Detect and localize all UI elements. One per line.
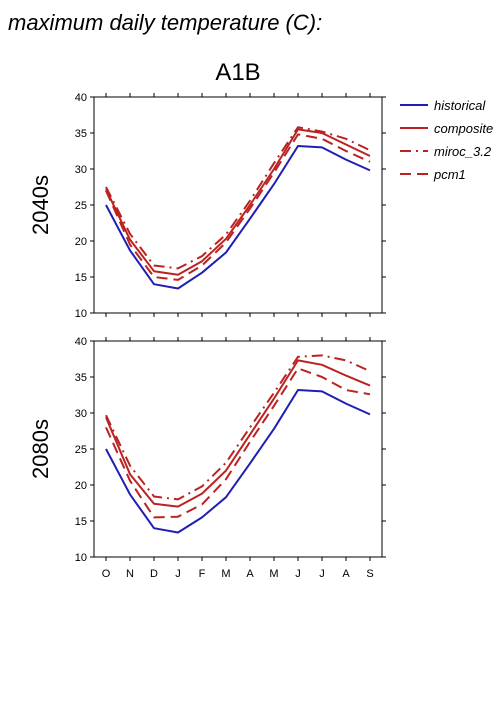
series-line-pcm1 bbox=[105, 367, 371, 519]
series-line-miroc_3.2 bbox=[105, 126, 371, 270]
panel-2040s: 10 15 20 25 30 35 40 2040s bbox=[28, 92, 386, 320]
x-tick-label: S bbox=[366, 568, 373, 580]
series-line-miroc_3.2 bbox=[105, 354, 371, 501]
x-tick-label: A bbox=[342, 568, 350, 580]
y-tick-label: 15 bbox=[75, 272, 87, 284]
y-tick-label: 25 bbox=[75, 200, 87, 212]
legend-label-historical: historical bbox=[434, 98, 486, 113]
figure-title: maximum daily temperature (C): bbox=[8, 10, 322, 35]
y-tick-label: 35 bbox=[75, 128, 87, 140]
x-tick-label: M bbox=[269, 568, 278, 580]
y-tick-label: 25 bbox=[75, 444, 87, 456]
x-tick-label: O bbox=[102, 568, 111, 580]
series-line-historical bbox=[105, 145, 371, 290]
y-tick-label: 30 bbox=[75, 164, 87, 176]
plot-frame bbox=[93, 96, 383, 314]
panel-2080s: 10 15 20 25 30 35 40 O N D J F M A M J J A S 2080s bbox=[28, 336, 386, 580]
y-tick-label: 40 bbox=[75, 92, 87, 104]
legend-label-pcm1: pcm1 bbox=[433, 167, 466, 182]
y-tick-label: 30 bbox=[75, 408, 87, 420]
x-tick-label: J bbox=[295, 568, 301, 580]
y-tick-label: 15 bbox=[75, 516, 87, 528]
x-tick-label: F bbox=[199, 568, 206, 580]
y-tick-label: 10 bbox=[75, 308, 87, 320]
y-axis-label: 2040s bbox=[28, 175, 53, 235]
scenario-title: A1B bbox=[215, 59, 260, 86]
series-line-composite bbox=[105, 359, 371, 508]
y-tick-label: 10 bbox=[75, 552, 87, 564]
x-tick-label: D bbox=[150, 568, 158, 580]
legend-label-composite: composite bbox=[434, 121, 493, 136]
series-line-historical bbox=[105, 389, 371, 534]
legend: historical composite miroc_3.2 pcm1 bbox=[400, 98, 493, 182]
series-line-composite bbox=[105, 128, 371, 276]
y-tick-label: 35 bbox=[75, 372, 87, 384]
x-tick-label: N bbox=[126, 568, 134, 580]
x-tick-label: A bbox=[246, 568, 254, 580]
y-axis-label: 2080s bbox=[28, 419, 53, 479]
x-tick-label: J bbox=[175, 568, 181, 580]
legend-label-miroc_3.2: miroc_3.2 bbox=[434, 144, 492, 159]
chart-panels: 10 15 20 25 30 35 40 2040s 10 15 20 25 30 35 40 O N D J F M A… bbox=[28, 92, 386, 580]
y-tick-label: 20 bbox=[75, 236, 87, 248]
series-line-pcm1 bbox=[105, 133, 371, 281]
y-tick-label: 40 bbox=[75, 336, 87, 348]
x-tick-label: M bbox=[221, 568, 230, 580]
x-tick-label: J bbox=[319, 568, 325, 580]
y-tick-label: 20 bbox=[75, 480, 87, 492]
